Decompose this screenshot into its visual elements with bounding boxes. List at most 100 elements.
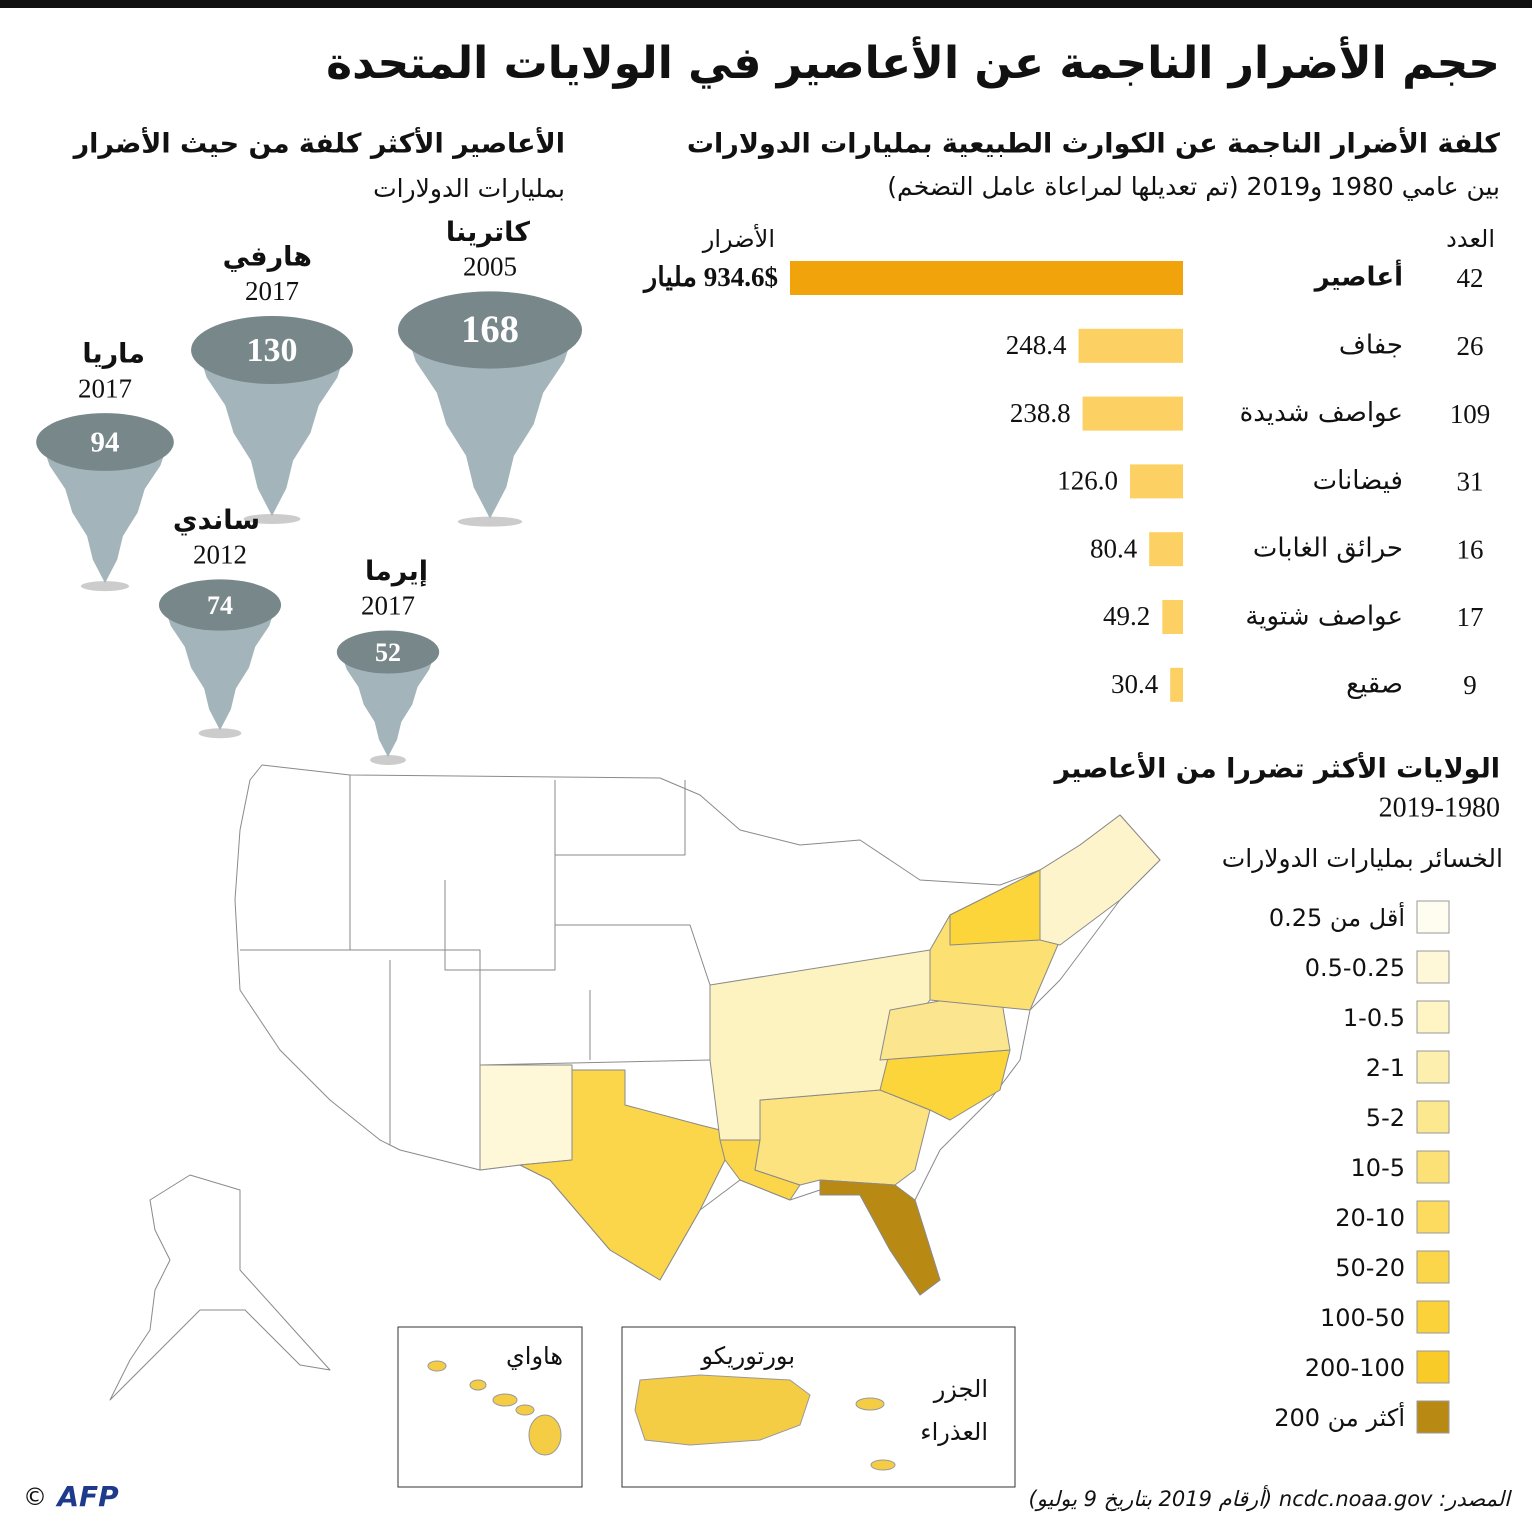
bar-subtitle: بين عامي 1980 و2019 (تم تعديلها لمراعاة … (887, 172, 1500, 202)
legend-label: 2-1 (1366, 1054, 1405, 1082)
state-border (555, 780, 686, 856)
storm-value: 130 (247, 332, 298, 369)
category-label: عواصف شتوية (1245, 602, 1403, 632)
shadow (80, 581, 130, 592)
legend-swatch (1416, 900, 1450, 934)
state-region (819, 1179, 941, 1296)
legend-label: 100-50 (1320, 1304, 1405, 1332)
island (515, 1404, 535, 1416)
category-label: جفاف (1339, 330, 1403, 360)
value-label: 934.6$ مليار (642, 262, 778, 294)
legend-label: 200-100 (1305, 1354, 1405, 1382)
legend-swatch (1416, 1000, 1450, 1034)
legend-label: 0.5-0.25 (1305, 954, 1405, 982)
count-header: العدد (1446, 225, 1495, 253)
storm-year: 2005 (463, 252, 517, 282)
map-subtitle: 2019-1980 (1379, 792, 1500, 823)
legend-label: 50-20 (1335, 1254, 1405, 1282)
inset-label: العذراء (920, 1418, 988, 1446)
bar (1130, 464, 1183, 499)
legend-swatch (1416, 1150, 1450, 1184)
hurricane-title: الأعاصير الأكثر كلفة من حيث الأضرار (72, 127, 565, 160)
bar (1078, 328, 1183, 363)
island (427, 1360, 447, 1372)
legend-swatch (1416, 1350, 1450, 1384)
island (855, 1397, 885, 1411)
state-border (555, 924, 711, 986)
state-region (1039, 814, 1161, 946)
storm-value: 74 (207, 591, 233, 620)
value-header: الأضرار (702, 224, 775, 253)
value-label: 80.4 (1090, 533, 1138, 563)
count-label: 26 (1457, 331, 1484, 361)
category-label: عواصف شديدة (1240, 398, 1403, 428)
bar (790, 261, 1183, 295)
count-label: 16 (1457, 534, 1484, 564)
legend-label: أقل من 0.25 (1269, 902, 1405, 932)
state-region (479, 1064, 573, 1171)
us-outline (234, 764, 1161, 1296)
island (870, 1459, 896, 1471)
copyright: © (23, 1483, 47, 1511)
state-region (754, 1089, 931, 1186)
funnel (405, 330, 575, 519)
state-region (519, 1069, 726, 1281)
storm-cap (36, 413, 174, 471)
count-label: 9 (1463, 670, 1477, 700)
map-title: الولايات الأكثر تضررا من الأعاصير (1052, 752, 1500, 785)
funnel (340, 652, 436, 757)
storm-cap (158, 579, 282, 631)
top-rule (0, 0, 1532, 8)
island (528, 1414, 562, 1456)
value-label: 248.4 (1006, 330, 1067, 360)
count-label: 42 (1457, 263, 1484, 293)
legend-swatch (1416, 1300, 1450, 1334)
value-label: 30.4 (1111, 669, 1159, 699)
storm-name: كاترينا (446, 217, 530, 248)
storm-value: 52 (375, 638, 401, 667)
shadow (198, 728, 242, 739)
hawaii-inset (397, 1326, 583, 1488)
shadow (370, 754, 406, 765)
legend-title: الخسائر بمليارات الدولارات (1222, 844, 1503, 874)
storm-cap (191, 315, 353, 385)
category-label: أعاصير (1313, 260, 1403, 293)
hurricane-subtitle: بمليارات الدولارات (373, 174, 565, 204)
inset-label: بورتوريكو (700, 1342, 795, 1370)
storm-cap (336, 630, 440, 674)
inset-label: هاواي (506, 1342, 563, 1370)
legend-label: أكثر من 200 (1274, 1402, 1405, 1432)
legend-label: 10-5 (1351, 1154, 1405, 1182)
bar-title: كلفة الأضرار الناجمة عن الكوارث الطبيعية… (687, 127, 1500, 160)
count-label: 31 (1457, 467, 1484, 497)
page-title: حجم الأضرار الناجمة عن الأعاصير في الولا… (326, 36, 1500, 89)
legend-swatch (1416, 1400, 1450, 1434)
storm-year: 2017 (361, 591, 415, 621)
storm-year: 2017 (245, 276, 299, 306)
alaska (109, 1174, 331, 1401)
bar (1149, 532, 1183, 567)
credit: AFP (55, 1480, 119, 1513)
legend-swatch (1416, 1250, 1450, 1284)
funnel (41, 442, 169, 584)
category-label: حرائق الغابات (1253, 534, 1403, 564)
storm-name: ماريا (82, 339, 145, 370)
count-label: 109 (1450, 399, 1491, 429)
shadow (457, 516, 523, 527)
shadow (243, 513, 301, 524)
value-label: 126.0 (1057, 466, 1118, 496)
storm-value: 168 (461, 309, 519, 351)
bar (1082, 396, 1183, 431)
legend-label: 1-0.5 (1343, 1004, 1405, 1032)
funnel (163, 605, 277, 731)
legend-label: 20-10 (1335, 1204, 1405, 1232)
legend-swatch (1416, 950, 1450, 984)
bar (1170, 667, 1183, 702)
funnel (197, 350, 347, 516)
island (492, 1393, 518, 1407)
state-border (444, 780, 556, 971)
legend-swatch (1416, 1200, 1450, 1234)
source: المصدر: ncdc.noaa.gov (أرقام 2019 بتاريخ… (1028, 1485, 1512, 1512)
puerto-rico (634, 1374, 811, 1446)
